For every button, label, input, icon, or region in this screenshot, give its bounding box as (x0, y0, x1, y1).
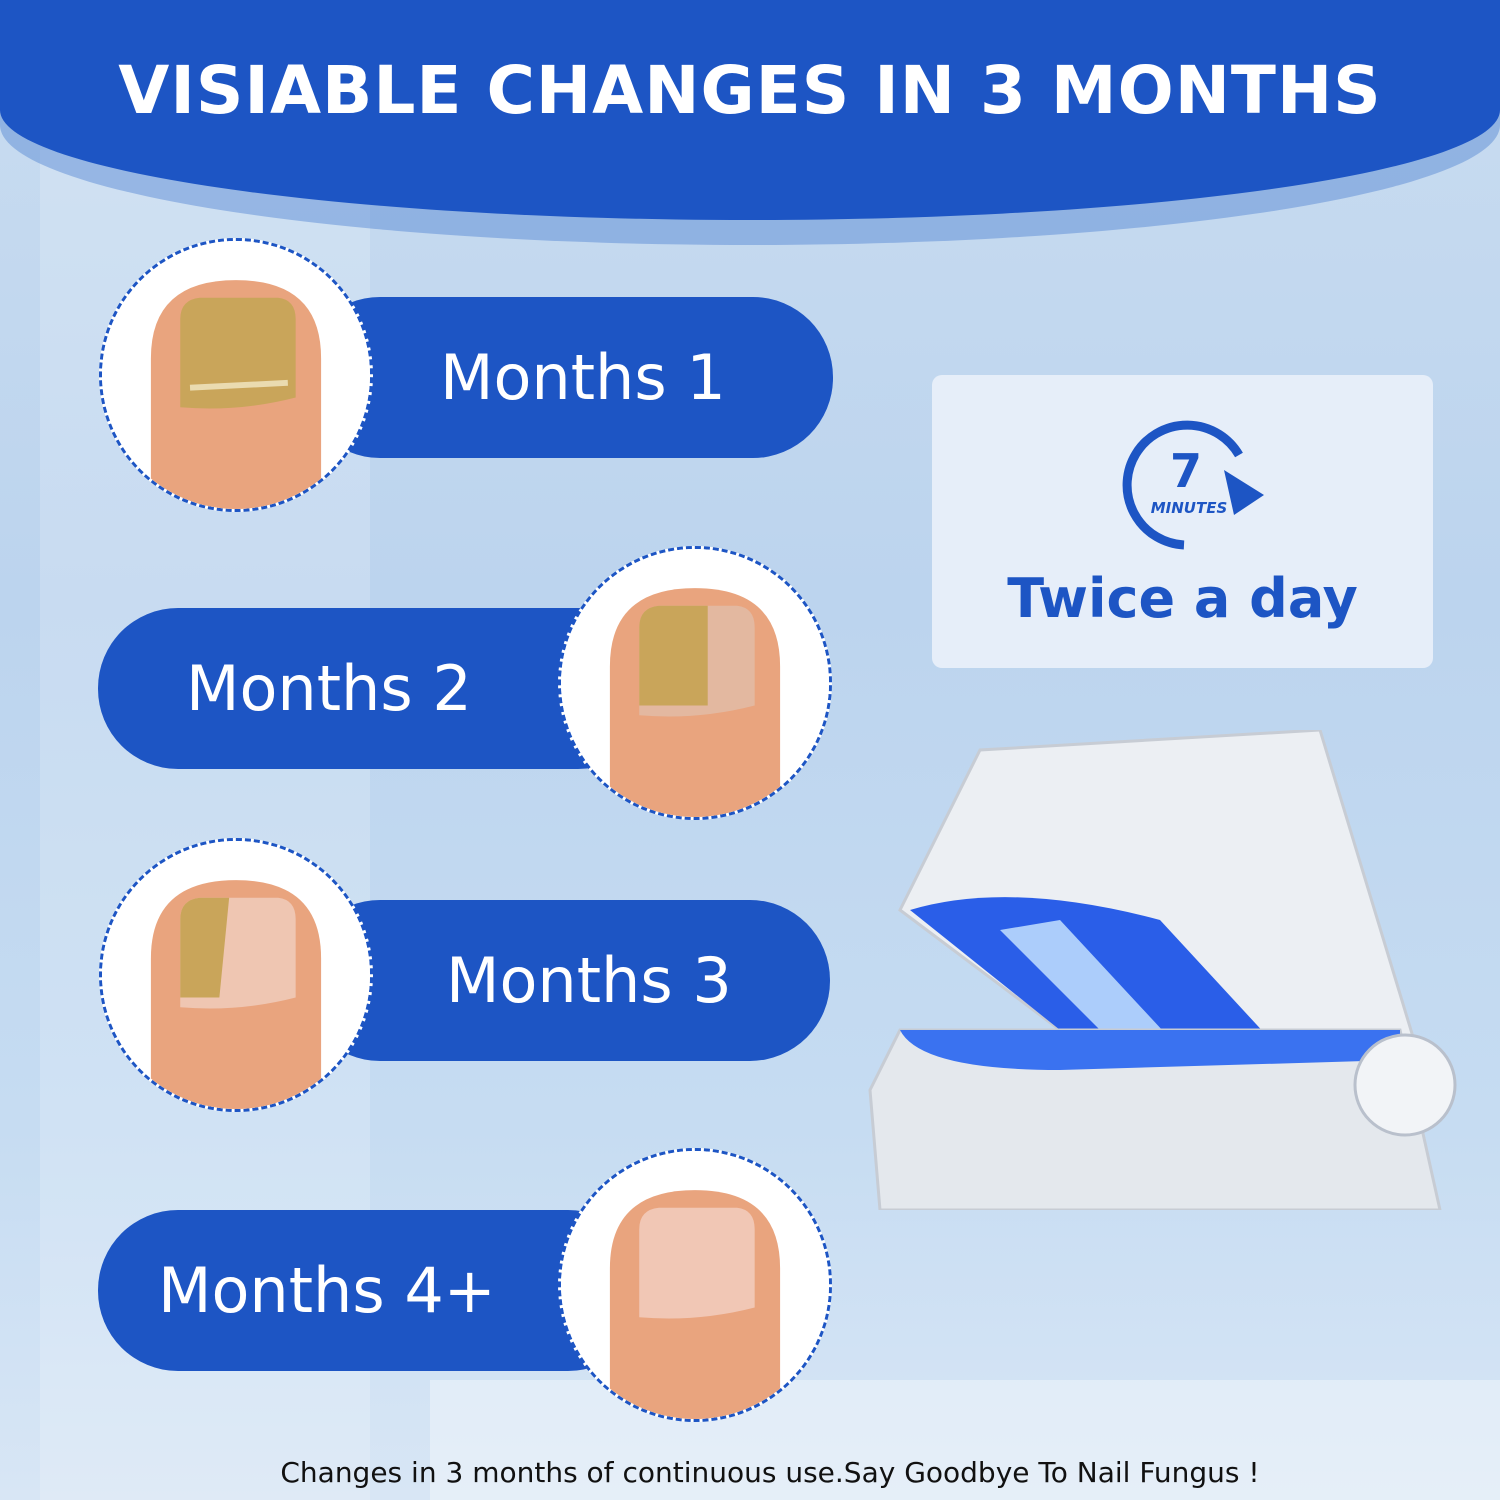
background-shelf (430, 1380, 1500, 1500)
stage-label: Months 2 (186, 652, 472, 725)
nail-laser-device (868, 730, 1457, 1210)
stage-label: Months 4+ (158, 1254, 496, 1327)
stage-pill-3: Months 3 (300, 900, 830, 1061)
stage-pill-4: Months 4+ (98, 1210, 648, 1371)
stage-pill-2: Months 2 (98, 608, 658, 769)
stage-label: Months 1 (440, 341, 726, 414)
timer-unit: MINUTES (1151, 499, 1228, 517)
header-banner (0, 0, 1500, 220)
toenail-photo-month-1 (99, 238, 373, 512)
footer-caption: Changes in 3 months of continuous use.Sa… (280, 1456, 1260, 1489)
stage-label: Months 3 (446, 944, 732, 1017)
toenail-photo-month-3 (99, 838, 373, 1112)
page-title: VISIABLE CHANGES IN 3 MONTHS (118, 52, 1382, 129)
toenail-photo-month-2 (558, 546, 832, 820)
timer-arrow-icon: 7 MINUTES (1122, 420, 1264, 550)
frequency-label: Twice a day (1007, 567, 1358, 630)
usage-card: 7 MINUTES Twice a day (932, 375, 1433, 668)
toenail-photo-month-4 (558, 1148, 832, 1422)
stage-pill-1: Months 1 (300, 297, 833, 458)
timer-number: 7 (1170, 444, 1202, 498)
